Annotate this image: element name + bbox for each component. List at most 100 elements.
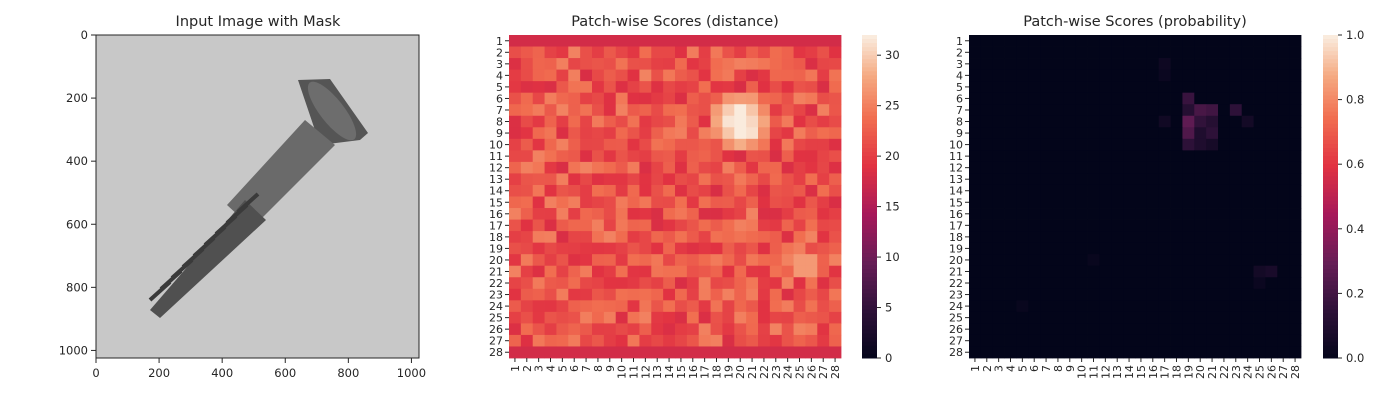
heatmap-cell xyxy=(1028,208,1041,220)
colorbar-tick-label: 20 xyxy=(885,149,900,163)
colorbar-segment xyxy=(862,87,877,93)
colorbar-segment xyxy=(1323,244,1338,250)
heatmap-cell xyxy=(509,346,522,359)
heatmap-cell xyxy=(722,208,735,220)
heatmap-cell xyxy=(568,58,581,71)
heatmap-cell xyxy=(639,104,652,117)
heatmap-cell xyxy=(520,300,534,313)
heatmap-cell xyxy=(805,81,818,94)
x-tick-label: 17 xyxy=(1159,365,1172,379)
heatmap-cell xyxy=(969,231,982,244)
heatmap-cell xyxy=(746,219,759,232)
heatmap-cell xyxy=(746,58,759,71)
y-tick-label: 24 xyxy=(949,300,963,313)
heatmap-cell xyxy=(603,300,617,313)
heatmap-cell xyxy=(722,231,735,244)
heatmap-cell xyxy=(1123,138,1136,151)
heatmap-cell xyxy=(675,46,688,59)
heatmap-cell xyxy=(1229,184,1243,197)
heatmap-cell xyxy=(1016,219,1029,232)
heatmap-cell xyxy=(969,46,982,59)
heatmap-cell xyxy=(1028,323,1041,336)
heatmap-cell xyxy=(556,288,569,301)
heatmap-cell xyxy=(686,69,700,82)
heatmap-cell xyxy=(1063,231,1077,244)
heatmap-cell xyxy=(1052,323,1065,336)
heatmap-cell xyxy=(1218,208,1231,220)
heatmap-cell xyxy=(686,277,700,290)
y-tick-label: 21 xyxy=(949,265,963,278)
heatmap-cell xyxy=(603,334,617,347)
heatmap-cell xyxy=(639,35,652,47)
panel-input-image: Input Image with Mask 0 200 400 600 800 10000… xyxy=(59,14,426,380)
heatmap-cell xyxy=(969,219,982,232)
heatmap-cell xyxy=(781,127,794,140)
colorbar-segment xyxy=(862,55,877,60)
heatmap-cell xyxy=(568,334,581,347)
heatmap-cell xyxy=(1123,35,1136,47)
heatmap-cell xyxy=(556,92,569,105)
y-tick-label: 600 xyxy=(66,217,88,231)
heatmap-cell xyxy=(568,115,581,128)
heatmap-cell xyxy=(568,311,581,324)
heatmap-cell xyxy=(793,254,806,267)
heatmap-cell xyxy=(1289,288,1302,301)
heatmap-cell xyxy=(980,35,994,47)
heatmap-cell xyxy=(817,58,830,71)
colorbar-segment xyxy=(862,107,877,113)
heatmap-cell xyxy=(627,81,640,94)
heatmap-cell xyxy=(1052,115,1065,128)
heatmap-cell xyxy=(544,58,557,71)
heatmap-cell xyxy=(781,104,794,117)
heatmap-cell xyxy=(663,265,676,278)
heatmap-cell xyxy=(769,92,783,105)
heatmap-cell xyxy=(1099,161,1112,174)
y-tick-label: 22 xyxy=(949,277,963,290)
heatmap-cell xyxy=(1206,150,1219,163)
heatmap-cell xyxy=(1170,323,1183,336)
heatmap-cell xyxy=(793,346,806,359)
heatmap-cell xyxy=(829,219,842,232)
heatmap-cell xyxy=(746,254,759,267)
colorbar-segment xyxy=(862,220,877,226)
heatmap-cell xyxy=(805,346,818,359)
heatmap-cell xyxy=(1099,196,1112,209)
heatmap-cell xyxy=(1123,288,1136,301)
heatmap-cell xyxy=(1075,265,1088,278)
heatmap-cell xyxy=(1146,323,1160,336)
heatmap-cell xyxy=(698,81,711,94)
heatmap-cell xyxy=(1182,311,1195,324)
heatmap-cell xyxy=(1099,115,1112,128)
heatmap-cell xyxy=(1052,104,1065,117)
heatmap-cell xyxy=(592,277,605,290)
heatmap-cell xyxy=(1123,231,1136,244)
heatmap-cell xyxy=(805,184,818,197)
heatmap-cell xyxy=(1277,300,1290,313)
heatmap-cell xyxy=(992,196,1005,209)
heatmap-cell xyxy=(639,208,652,220)
colorbar-segment xyxy=(862,59,877,64)
colorbar-segment xyxy=(1323,293,1338,298)
heatmap-cell xyxy=(1040,92,1053,105)
heatmap-cell xyxy=(509,196,522,209)
heatmap-cell xyxy=(675,311,688,324)
heatmap-cell xyxy=(980,254,994,267)
heatmap-cell xyxy=(544,161,557,174)
heatmap-cell xyxy=(746,115,759,128)
heatmap-cell xyxy=(532,35,545,47)
colorbar-segment xyxy=(1323,139,1338,145)
heatmap-cell xyxy=(686,184,700,197)
heatmap-cell xyxy=(1241,35,1254,47)
heatmap-cell xyxy=(568,46,581,59)
screw-thread xyxy=(148,280,172,302)
heatmap-cell xyxy=(769,173,783,186)
colorbar-segment xyxy=(862,180,877,185)
heatmap-cell xyxy=(651,323,664,336)
colorbar-segment xyxy=(1323,39,1338,44)
heatmap-cell xyxy=(1016,115,1029,128)
heatmap-cell xyxy=(1004,231,1017,244)
heatmap-cell xyxy=(1218,46,1231,59)
heatmap-cell xyxy=(686,92,700,105)
heatmap-cell xyxy=(758,219,771,232)
heatmap-cell xyxy=(556,46,569,59)
